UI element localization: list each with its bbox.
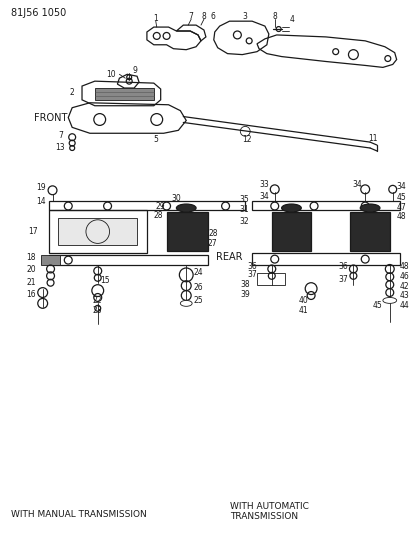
Text: 22: 22 [93, 296, 102, 305]
Text: 32: 32 [240, 217, 249, 227]
Text: 42: 42 [399, 282, 409, 291]
Text: 34: 34 [397, 182, 406, 191]
Text: 17: 17 [28, 227, 38, 236]
Text: 15: 15 [100, 276, 109, 285]
Polygon shape [95, 88, 154, 100]
Text: 16: 16 [26, 290, 36, 299]
Text: 37: 37 [339, 275, 349, 284]
Polygon shape [41, 255, 60, 265]
Text: 36: 36 [247, 262, 257, 271]
Text: 4: 4 [290, 15, 295, 23]
Text: 34: 34 [259, 192, 269, 201]
Text: 21: 21 [26, 278, 36, 287]
Text: 1: 1 [153, 14, 158, 23]
Text: WITH MANUAL TRANSMISSION: WITH MANUAL TRANSMISSION [11, 510, 147, 519]
Text: 47: 47 [397, 203, 406, 212]
Ellipse shape [383, 297, 397, 303]
Text: 12: 12 [242, 135, 252, 144]
Text: 6: 6 [210, 12, 215, 21]
Text: 26: 26 [193, 283, 203, 292]
Text: 37: 37 [247, 270, 257, 279]
Text: 45: 45 [373, 301, 383, 310]
Text: 33: 33 [259, 180, 269, 189]
Text: 23: 23 [93, 306, 103, 315]
Text: 39: 39 [240, 290, 250, 299]
Text: FRONT: FRONT [34, 112, 67, 123]
Text: 7: 7 [189, 12, 194, 21]
Text: 9: 9 [132, 66, 137, 75]
Text: 25: 25 [193, 296, 203, 305]
Text: 10: 10 [107, 70, 116, 79]
Text: 45: 45 [397, 193, 406, 201]
Text: 8: 8 [201, 12, 206, 21]
Text: 28: 28 [154, 212, 164, 220]
Text: 28: 28 [208, 229, 217, 238]
Text: REAR: REAR [216, 252, 242, 262]
Text: 20: 20 [26, 265, 36, 274]
Text: 36: 36 [339, 262, 349, 271]
Text: WITH AUTOMATIC: WITH AUTOMATIC [231, 503, 309, 511]
Text: 29: 29 [156, 201, 166, 211]
Text: 34: 34 [353, 180, 362, 189]
Polygon shape [58, 218, 137, 245]
Ellipse shape [282, 204, 301, 212]
Text: 8: 8 [272, 12, 277, 21]
Ellipse shape [360, 204, 380, 212]
Text: 41: 41 [298, 306, 308, 315]
Polygon shape [166, 212, 208, 251]
Text: 11: 11 [368, 134, 378, 143]
Text: 48: 48 [399, 262, 409, 271]
Text: 24: 24 [193, 269, 203, 277]
Text: 31: 31 [240, 205, 249, 214]
Text: 40: 40 [298, 296, 308, 305]
Text: 30: 30 [171, 193, 181, 203]
Text: 46: 46 [399, 272, 409, 281]
Text: 19: 19 [36, 183, 46, 192]
Ellipse shape [176, 204, 196, 212]
Text: 35: 35 [239, 195, 249, 204]
Text: 43: 43 [399, 291, 409, 300]
Text: 44: 44 [399, 301, 409, 310]
Polygon shape [351, 212, 390, 251]
Text: 27: 27 [208, 239, 217, 248]
Text: 7: 7 [58, 131, 63, 140]
Text: 2: 2 [70, 88, 74, 98]
Text: 5: 5 [153, 135, 158, 144]
Text: 81J56 1050: 81J56 1050 [11, 9, 67, 18]
Text: 18: 18 [26, 253, 36, 262]
Text: 38: 38 [240, 280, 250, 289]
Ellipse shape [180, 301, 192, 306]
Text: 3: 3 [243, 12, 248, 21]
Text: 48: 48 [397, 212, 406, 221]
Text: TRANSMISSION: TRANSMISSION [231, 512, 299, 521]
Text: 13: 13 [55, 142, 65, 151]
Polygon shape [272, 212, 311, 251]
Text: 14: 14 [36, 197, 46, 206]
